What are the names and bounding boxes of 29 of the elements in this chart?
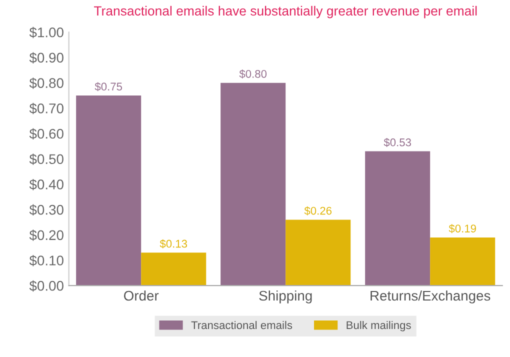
y-tick-label: $0.20	[29, 230, 64, 241]
y-tick-label: $0.40	[29, 178, 64, 190]
chart-title: Transactional emails have substantially greater revenue per email	[94, 6, 477, 18]
y-tick-label: $0.80	[29, 78, 64, 89]
x-tick-label: Order	[124, 290, 159, 301]
data-label: $0.19	[448, 224, 476, 234]
x-tick-label: Returns/Exchanges	[370, 290, 490, 304]
y-tick-label: $0.30	[29, 204, 64, 216]
data-label: $0.53	[384, 138, 412, 147]
y-tick-label: $1.00	[29, 26, 64, 38]
bar	[141, 252, 206, 286]
bar	[430, 237, 496, 286]
y-tick-label: $0.70	[29, 102, 64, 114]
bar	[220, 82, 286, 286]
y-tick-label: $0.50	[29, 154, 64, 165]
x-tick-label: Shipping	[259, 290, 312, 304]
data-label: $0.80	[239, 70, 267, 79]
legend-label: Transactional emails	[191, 320, 292, 330]
data-label: $0.26	[304, 206, 332, 216]
bar	[76, 95, 142, 286]
y-tick-label: $0.00	[29, 280, 64, 292]
legend-label: Bulk mailings	[346, 320, 411, 332]
y-tick-label: $0.60	[29, 128, 64, 140]
data-label: $0.75	[94, 82, 122, 92]
data-label: $0.13	[160, 239, 188, 248]
bar	[365, 151, 430, 286]
y-tick-label: $0.10	[29, 255, 64, 266]
y-tick-label: $0.90	[29, 52, 64, 64]
bar	[286, 220, 351, 286]
